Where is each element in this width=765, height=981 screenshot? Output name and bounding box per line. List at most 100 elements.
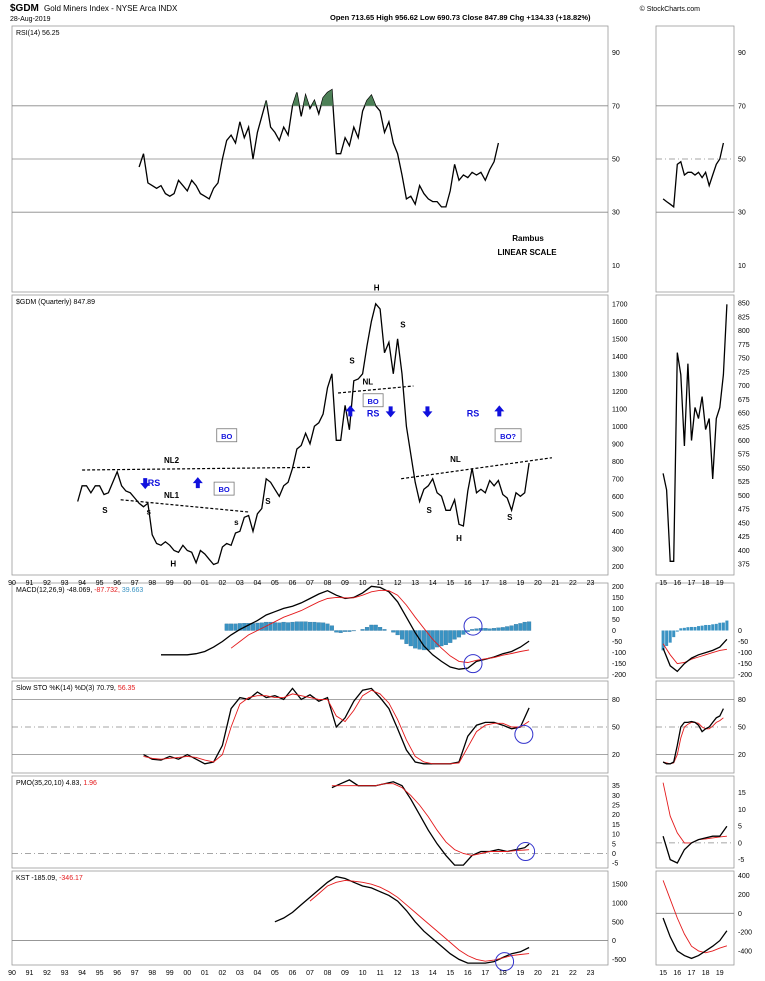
x-tick-label: 01 [201,580,209,587]
inset-y-tick-label-price: 450 [738,520,750,527]
inset-macd-histogram-bar [721,622,725,631]
x-tick-label: 12 [394,970,402,977]
pattern-label: S [265,497,271,506]
x-tick-label: 06 [289,580,297,587]
inset-macd-histogram-bar [714,623,718,631]
panel-title-part: Slow STO %K(14) %D(3) 70.79, [16,685,118,692]
macd-histogram-bar [229,623,234,631]
inset-macd-histogram-bar [682,627,686,631]
y-tick-label-kst: 1500 [612,882,628,889]
inset-signal-pmo [662,782,727,844]
panel-title-sto: Slow STO %K(14) %D(3) 70.79, 56.35 [16,685,135,692]
inset-y-tick-label-rsi: 70 [738,103,746,110]
macd-histogram-bar [347,630,352,632]
panel-title-part: 39.663 [122,587,144,594]
x-tick-label: 07 [306,970,314,977]
pattern-label: H [170,560,176,569]
macd-histogram-bar [496,627,501,631]
arrow-up-icon [192,477,203,489]
x-tick-label: 22 [569,970,577,977]
series-line-pmo-1 [331,783,530,856]
arrow-up-icon [494,405,505,417]
macd-histogram-bar [299,621,304,631]
y-tick-label-macd: -50 [612,639,622,646]
x-tick-label: 21 [552,970,560,977]
y-tick-label-pmo: 30 [612,793,620,800]
pattern-label: s [234,518,239,527]
y-tick-label-rsi: 30 [612,210,620,217]
x-tick-label: 00 [183,970,191,977]
highlight-circle [495,952,515,972]
y-tick-label-sto: 20 [612,752,620,759]
y-tick-label-price: 600 [612,494,624,501]
series-line-sto-1 [143,689,530,765]
inset-y-tick-label-rsi: 10 [738,263,746,270]
x-tick-label: 07 [306,580,314,587]
panel-title-part: 56.35 [118,685,136,692]
inset-x-tick-label: 18 [702,580,710,587]
x-tick-label: 05 [271,580,279,587]
inset-x-tick-label: 16 [673,580,681,587]
x-tick-label: 98 [148,970,156,977]
inset-macd-histogram-bar [704,624,708,631]
x-tick-label: 99 [166,580,174,587]
inset-y-tick-label-pmo: 5 [738,824,742,831]
inset-y-tick-label-kst: 0 [738,911,742,918]
breakout-callout-box [213,481,235,496]
inset-y-tick-label-macd: -100 [738,650,752,657]
inset-y-tick-label-sto: 20 [738,752,746,759]
macd-histogram-bar [307,621,313,631]
series-line-kst-0 [274,875,530,964]
inset-y-tick-label-price: 850 [738,301,750,308]
macd-histogram-bar [487,628,492,631]
y-tick-label-price: 1300 [612,371,628,378]
overbought-fill [321,89,333,106]
y-tick-label-pmo: 15 [612,822,620,829]
y-tick-label-price: 700 [612,476,624,483]
breakout-callout: BO? [500,432,516,441]
inset-macd-histogram-bar [689,626,693,631]
inset-x-tick-label: 18 [702,970,710,977]
macd-histogram-bar [343,630,348,632]
macd-histogram-bar [224,623,229,631]
macd-histogram-bar [435,630,440,648]
inset-series-pmo [662,825,728,864]
inset-y-tick-label-price: 500 [738,493,750,500]
inset-y-tick-label-price: 550 [738,465,750,472]
series-line-macd-1 [230,589,530,663]
x-tick-label: 92 [43,970,51,977]
x-tick-label: 20 [534,580,542,587]
pattern-label: RS [367,409,380,419]
macd-histogram-bar [518,623,523,631]
x-tick-label: 15 [446,970,454,977]
macd-histogram-bar [382,629,387,631]
series-line-pmo-0 [331,779,530,866]
breakout-callout-box [494,428,522,443]
macd-histogram-bar [465,630,470,632]
x-tick-label: 19 [516,970,524,977]
inset-frame-pmo [655,775,735,869]
inset-macd-histogram-bar [697,626,701,631]
macd-histogram-bar [281,621,286,631]
x-tick-label: 08 [324,970,332,977]
x-tick-label: 23 [587,970,595,977]
y-tick-label-price: 200 [612,564,624,571]
x-tick-label: 10 [359,580,367,587]
inset-y-tick-label-kst: 200 [738,892,750,899]
y-tick-label-price: 400 [612,529,624,536]
inset-y-tick-label-rsi: 90 [738,50,746,57]
macd-histogram-bar [439,630,444,647]
pattern-label: RS [148,478,161,488]
y-tick-label-macd: 200 [612,584,624,591]
arrow-down-icon [385,406,396,418]
inset-series-macd [662,638,728,673]
highlight-circle [463,616,483,636]
macd-histogram-bar [373,624,378,631]
macd-histogram-bar [505,626,510,631]
macd-histogram-bar [461,630,466,635]
neckline [82,466,311,471]
inset-y-tick-label-price: 425 [738,534,750,541]
y-tick-label-rsi: 10 [612,263,620,270]
panel-title-pmo: PMO(35,20,10) 4.83, 1.96 [16,780,97,787]
macd-histogram-bar [233,623,238,631]
